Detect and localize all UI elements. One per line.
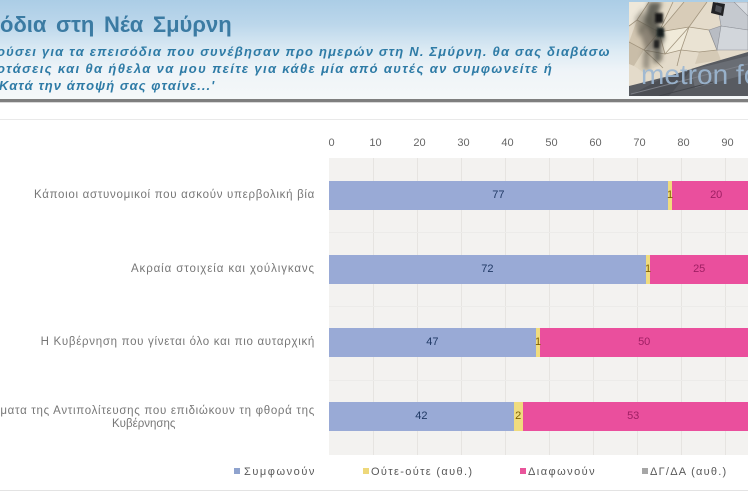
svg-text:metron fo: metron fo [641, 59, 748, 90]
